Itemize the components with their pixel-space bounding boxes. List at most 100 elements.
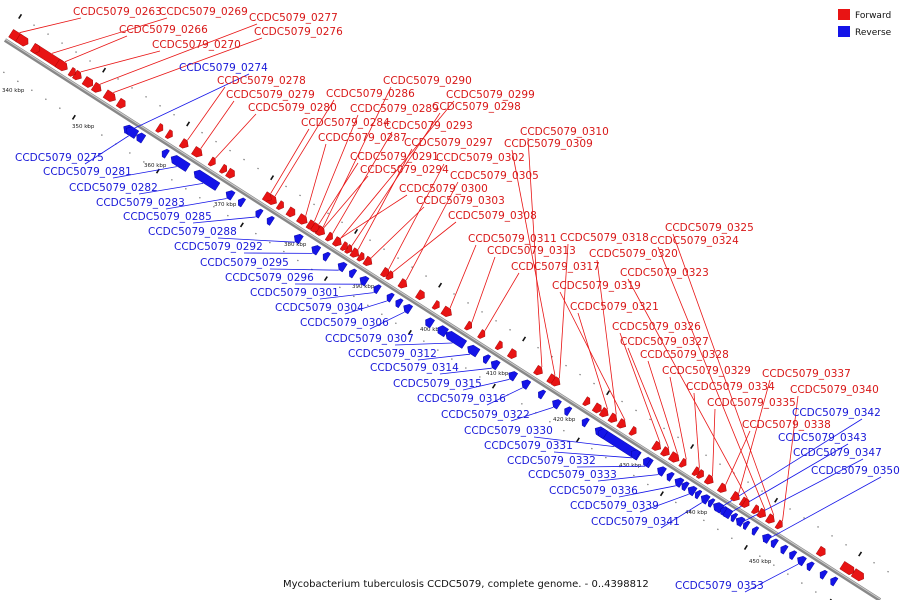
forward-gene-label[interactable]: CCDC5079_0319 bbox=[552, 280, 641, 292]
forward-gene-arrow[interactable] bbox=[691, 466, 702, 478]
forward-gene-label[interactable]: CCDC5079_0305 bbox=[450, 170, 539, 182]
forward-gene-arrow[interactable] bbox=[54, 58, 70, 73]
forward-gene-arrow[interactable] bbox=[349, 247, 362, 260]
forward-gene-arrow[interactable] bbox=[72, 69, 84, 82]
forward-gene-arrow[interactable] bbox=[15, 33, 31, 48]
forward-gene-label[interactable]: CCDC5079_0308 bbox=[448, 210, 537, 222]
forward-gene-arrow[interactable] bbox=[102, 89, 118, 104]
forward-gene-arrow[interactable] bbox=[815, 545, 828, 558]
forward-gene-label[interactable]: CCDC5079_0313 bbox=[487, 245, 576, 257]
forward-gene-label[interactable]: CCDC5079_0326 bbox=[612, 321, 701, 333]
forward-gene-arrow[interactable] bbox=[667, 451, 681, 465]
reverse-gene-label[interactable]: CCDC5079_0350 bbox=[811, 465, 900, 477]
reverse-gene-label[interactable]: CCDC5079_0306 bbox=[300, 317, 389, 329]
reverse-gene-arrow[interactable] bbox=[371, 283, 382, 295]
forward-gene-label[interactable]: CCDC5079_0279 bbox=[226, 89, 315, 101]
reverse-gene-arrow[interactable] bbox=[729, 512, 739, 523]
forward-gene-label[interactable]: CCDC5079_0298 bbox=[432, 101, 521, 113]
forward-gene-arrow[interactable] bbox=[506, 348, 519, 360]
reverse-gene-label[interactable]: CCDC5079_0315 bbox=[393, 378, 482, 390]
reverse-gene-arrow[interactable] bbox=[347, 267, 358, 279]
forward-gene-arrow[interactable] bbox=[741, 498, 752, 509]
reverse-gene-arrow[interactable] bbox=[253, 207, 264, 219]
forward-gene-label[interactable]: CCDC5079_0324 bbox=[650, 235, 739, 247]
reverse-gene-arrow[interactable] bbox=[818, 569, 828, 580]
reverse-gene-arrow[interactable] bbox=[686, 484, 698, 497]
forward-gene-arrow[interactable] bbox=[533, 364, 545, 377]
forward-gene-label[interactable]: CCDC5079_0329 bbox=[662, 365, 751, 377]
reverse-gene-arrow[interactable] bbox=[435, 324, 449, 338]
forward-gene-label[interactable]: CCDC5079_0276 bbox=[254, 26, 343, 38]
reverse-gene-arrow[interactable] bbox=[769, 537, 779, 549]
reverse-gene-arrow[interactable] bbox=[536, 388, 547, 400]
forward-gene-arrow[interactable] bbox=[750, 504, 761, 516]
reverse-gene-arrow[interactable] bbox=[336, 260, 348, 273]
forward-gene-arrow[interactable] bbox=[598, 407, 611, 419]
reverse-gene-arrow[interactable] bbox=[706, 497, 716, 508]
forward-gene-arrow[interactable] bbox=[30, 42, 42, 55]
forward-gene-arrow[interactable] bbox=[115, 97, 128, 110]
reverse-gene-label[interactable]: CCDC5079_0307 bbox=[325, 333, 414, 345]
reverse-gene-arrow[interactable] bbox=[655, 464, 667, 477]
forward-gene-arrow[interactable] bbox=[164, 129, 175, 141]
forward-gene-label[interactable]: CCDC5079_0323 bbox=[620, 267, 709, 279]
reverse-gene-label[interactable]: CCDC5079_0275 bbox=[15, 152, 104, 164]
forward-gene-arrow[interactable] bbox=[315, 225, 328, 238]
reverse-gene-arrow[interactable] bbox=[236, 196, 247, 208]
forward-gene-arrow[interactable] bbox=[774, 519, 785, 531]
reverse-gene-arrow[interactable] bbox=[169, 153, 191, 172]
reverse-gene-arrow[interactable] bbox=[718, 505, 728, 516]
forward-gene-arrow[interactable] bbox=[616, 418, 629, 430]
reverse-gene-arrow[interactable] bbox=[580, 416, 590, 428]
reverse-gene-label[interactable]: CCDC5079_0336 bbox=[549, 485, 638, 497]
reverse-gene-arrow[interactable] bbox=[699, 492, 711, 505]
reverse-gene-arrow[interactable] bbox=[309, 243, 322, 256]
reverse-gene-label[interactable]: CCDC5079_0353 bbox=[675, 580, 764, 592]
forward-gene-arrow[interactable] bbox=[765, 513, 777, 526]
forward-gene-label[interactable]: CCDC5079_0277 bbox=[249, 12, 338, 24]
forward-gene-arrow[interactable] bbox=[296, 213, 309, 227]
reverse-gene-arrow[interactable] bbox=[805, 560, 815, 572]
reverse-gene-label[interactable]: CCDC5079_0283 bbox=[96, 197, 185, 209]
forward-gene-arrow[interactable] bbox=[440, 305, 454, 319]
reverse-gene-arrow[interactable] bbox=[124, 125, 140, 139]
reverse-gene-arrow[interactable] bbox=[550, 397, 562, 410]
reverse-gene-label[interactable]: CCDC5079_0347 bbox=[793, 447, 882, 459]
forward-gene-label[interactable]: CCDC5079_0340 bbox=[790, 384, 879, 396]
reverse-gene-arrow[interactable] bbox=[760, 532, 772, 544]
forward-gene-label[interactable]: CCDC5079_0321 bbox=[570, 301, 659, 313]
reverse-gene-arrow[interactable] bbox=[778, 543, 789, 555]
forward-gene-label[interactable]: CCDC5079_0299 bbox=[446, 89, 535, 101]
forward-gene-arrow[interactable] bbox=[582, 396, 592, 408]
forward-gene-label[interactable]: CCDC5079_0303 bbox=[416, 195, 505, 207]
forward-gene-arrow[interactable] bbox=[431, 300, 442, 311]
forward-gene-arrow[interactable] bbox=[339, 241, 350, 253]
forward-gene-label[interactable]: CCDC5079_0327 bbox=[620, 336, 709, 348]
forward-gene-arrow[interactable] bbox=[191, 146, 204, 159]
reverse-gene-arrow[interactable] bbox=[629, 448, 641, 460]
forward-gene-arrow[interactable] bbox=[494, 340, 505, 352]
reverse-gene-label[interactable]: CCDC5079_0295 bbox=[200, 257, 289, 269]
forward-gene-arrow[interactable] bbox=[362, 255, 375, 268]
reverse-gene-arrow[interactable] bbox=[385, 291, 395, 303]
forward-gene-arrow[interactable] bbox=[90, 81, 103, 94]
reverse-gene-arrow[interactable] bbox=[192, 168, 221, 191]
forward-gene-arrow[interactable] bbox=[660, 446, 672, 458]
forward-gene-arrow[interactable] bbox=[218, 163, 229, 175]
reverse-gene-arrow[interactable] bbox=[562, 405, 573, 417]
forward-gene-arrow[interactable] bbox=[385, 270, 396, 282]
forward-gene-label[interactable]: CCDC5079_0266 bbox=[119, 24, 208, 36]
reverse-gene-label[interactable]: CCDC5079_0322 bbox=[441, 409, 530, 421]
forward-gene-label[interactable]: CCDC5079_0286 bbox=[326, 88, 415, 100]
forward-gene-label[interactable]: CCDC5079_0270 bbox=[152, 39, 241, 51]
forward-gene-arrow[interactable] bbox=[477, 329, 487, 340]
forward-gene-label[interactable]: CCDC5079_0297 bbox=[404, 137, 493, 149]
reverse-gene-arrow[interactable] bbox=[596, 427, 609, 440]
forward-gene-arrow[interactable] bbox=[591, 402, 604, 415]
reverse-gene-label[interactable]: CCDC5079_0331 bbox=[484, 440, 573, 452]
reverse-gene-arrow[interactable] bbox=[160, 147, 170, 159]
reverse-gene-arrow[interactable] bbox=[423, 316, 435, 329]
reverse-gene-label[interactable]: CCDC5079_0285 bbox=[123, 211, 212, 223]
reverse-gene-arrow[interactable] bbox=[357, 274, 370, 287]
reverse-gene-arrow[interactable] bbox=[519, 378, 532, 390]
